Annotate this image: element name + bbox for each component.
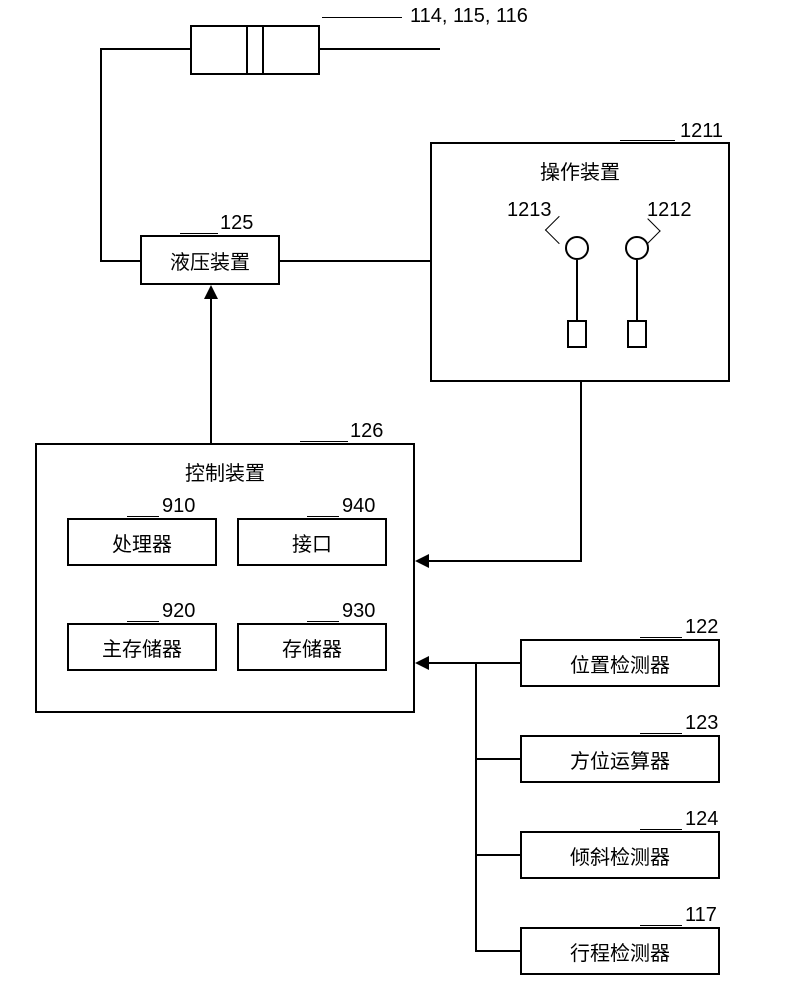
cylinder-ref: 114, 115, 116 [410,5,528,28]
line-hyd-op [280,260,430,262]
lever-left-stick [576,260,578,320]
line-sens-tilt [475,854,520,856]
cylinder-ref-line [322,17,402,18]
interface-box: 接口 [237,518,387,566]
cylinder-rod [320,48,440,50]
azimuth-label: 方位运算器 [570,745,670,774]
azimuth-box: 方位运算器 [520,735,720,783]
processor-ref: 910 [162,495,195,518]
mainmem-box: 主存储器 [67,623,217,671]
interface-ref-line [307,516,339,517]
lever-right-ref: 1212 [647,199,692,222]
line-bus-to-ctrl [425,662,477,664]
controller-box: 控制装置 910 处理器 940 接口 920 主存储器 930 存储器 [35,443,415,713]
lever-left-knob [565,236,589,260]
controller-ref: 126 [350,420,383,443]
lever-right-knob [625,236,649,260]
cylinder-piston-2 [262,25,264,75]
line-cyl-down [100,48,190,50]
tilt-ref: 124 [685,808,718,831]
stroke-ref-line [640,925,682,926]
position-ref-line [640,637,682,638]
line-sens-az [475,758,520,760]
mainmem-label: 主存储器 [102,633,182,662]
position-label: 位置检测器 [570,649,670,678]
stroke-ref: 117 [685,904,717,927]
processor-box: 处理器 [67,518,217,566]
controller-title: 控制装置 [37,457,413,486]
operation-ref: 1211 [680,120,723,143]
position-box: 位置检测器 [520,639,720,687]
arrow-ctrl-hyd [204,285,218,299]
arrow-sens-ctrl [415,656,429,670]
hydraulic-box: 液压装置 [140,235,280,285]
mainmem-ref-line [127,621,159,622]
lever-right-stick [636,260,638,320]
stroke-label: 行程检测器 [570,937,670,966]
line-op-down [580,382,582,560]
hydraulic-ref: 125 [220,212,253,235]
operation-box: 操作装置 1213 1212 [430,142,730,382]
line-ctrl-hyd [210,295,212,443]
line-sens-stroke [475,950,520,952]
tilt-ref-line [640,829,682,830]
interface-ref: 940 [342,495,375,518]
lever-right-base [627,320,647,348]
azimuth-ref: 123 [685,712,718,735]
cylinder-piston [246,25,248,75]
mainmem-ref: 920 [162,600,195,623]
processor-label: 处理器 [112,528,172,557]
interface-label: 接口 [292,528,332,557]
controller-ref-line [300,441,348,442]
arrow-op-ctrl [415,554,429,568]
tilt-box: 倾斜检测器 [520,831,720,879]
memory-box: 存储器 [237,623,387,671]
operation-ref-line [620,140,675,141]
processor-ref-line [127,516,159,517]
position-ref: 122 [685,616,718,639]
lever-left-base [567,320,587,348]
line-cyl-v [100,48,102,260]
azimuth-ref-line [640,733,682,734]
line-sens-bus [475,662,477,952]
memory-label: 存储器 [282,633,342,662]
cylinder-body [190,25,320,75]
operation-title: 操作装置 [432,156,728,185]
line-op-left [425,560,582,562]
memory-ref: 930 [342,600,375,623]
hydraulic-ref-line [180,233,218,234]
line-cyl-to-hyd [100,260,140,262]
tilt-label: 倾斜检测器 [570,841,670,870]
line-sens-pos [475,662,520,664]
hydraulic-label: 液压装置 [170,246,250,275]
memory-ref-line [307,621,339,622]
lever-left-ref: 1213 [507,199,552,222]
stroke-box: 行程检测器 [520,927,720,975]
